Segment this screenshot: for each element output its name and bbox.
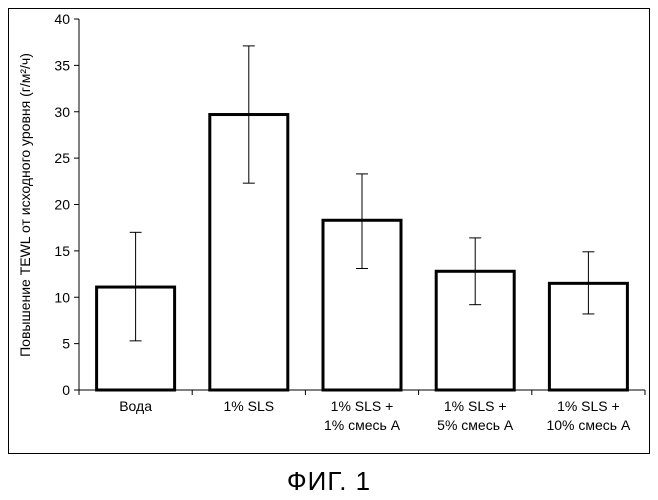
category-label: 1% SLS + [331, 398, 394, 414]
y-tick-label: 25 [54, 150, 70, 166]
category-label: 10% смесь А [546, 417, 631, 433]
category-label: Вода [119, 398, 152, 414]
bar-chart: 0 5 10 15 20 25 30 35 40 Вода 1% SLS 1% SLS + 1% см… [0, 0, 658, 460]
category-label: 1% SLS + [444, 398, 507, 414]
category-label: 1% SLS + [557, 398, 620, 414]
y-axis-title: Повышение TEWL от исходного уровня (г/м²… [17, 53, 33, 357]
y-tick-label: 10 [54, 289, 70, 305]
y-tick-label: 40 [54, 11, 70, 27]
category-label: 1% смесь А [324, 417, 401, 433]
y-tick-label: 5 [62, 336, 70, 352]
figure-caption: ФИГ. 1 [0, 466, 658, 497]
category-labels: Вода 1% SLS 1% SLS + 1% смесь А 1% SLS + 5% с… [119, 398, 631, 433]
y-tick-label: 30 [54, 104, 70, 120]
y-tick-label: 0 [62, 382, 70, 398]
y-tick-label: 35 [54, 57, 70, 73]
y-tick-label: 20 [54, 197, 70, 213]
category-label: 1% SLS [224, 398, 275, 414]
y-tick-label: 15 [54, 243, 70, 259]
category-label: 5% смесь А [437, 417, 514, 433]
bars [97, 46, 628, 390]
